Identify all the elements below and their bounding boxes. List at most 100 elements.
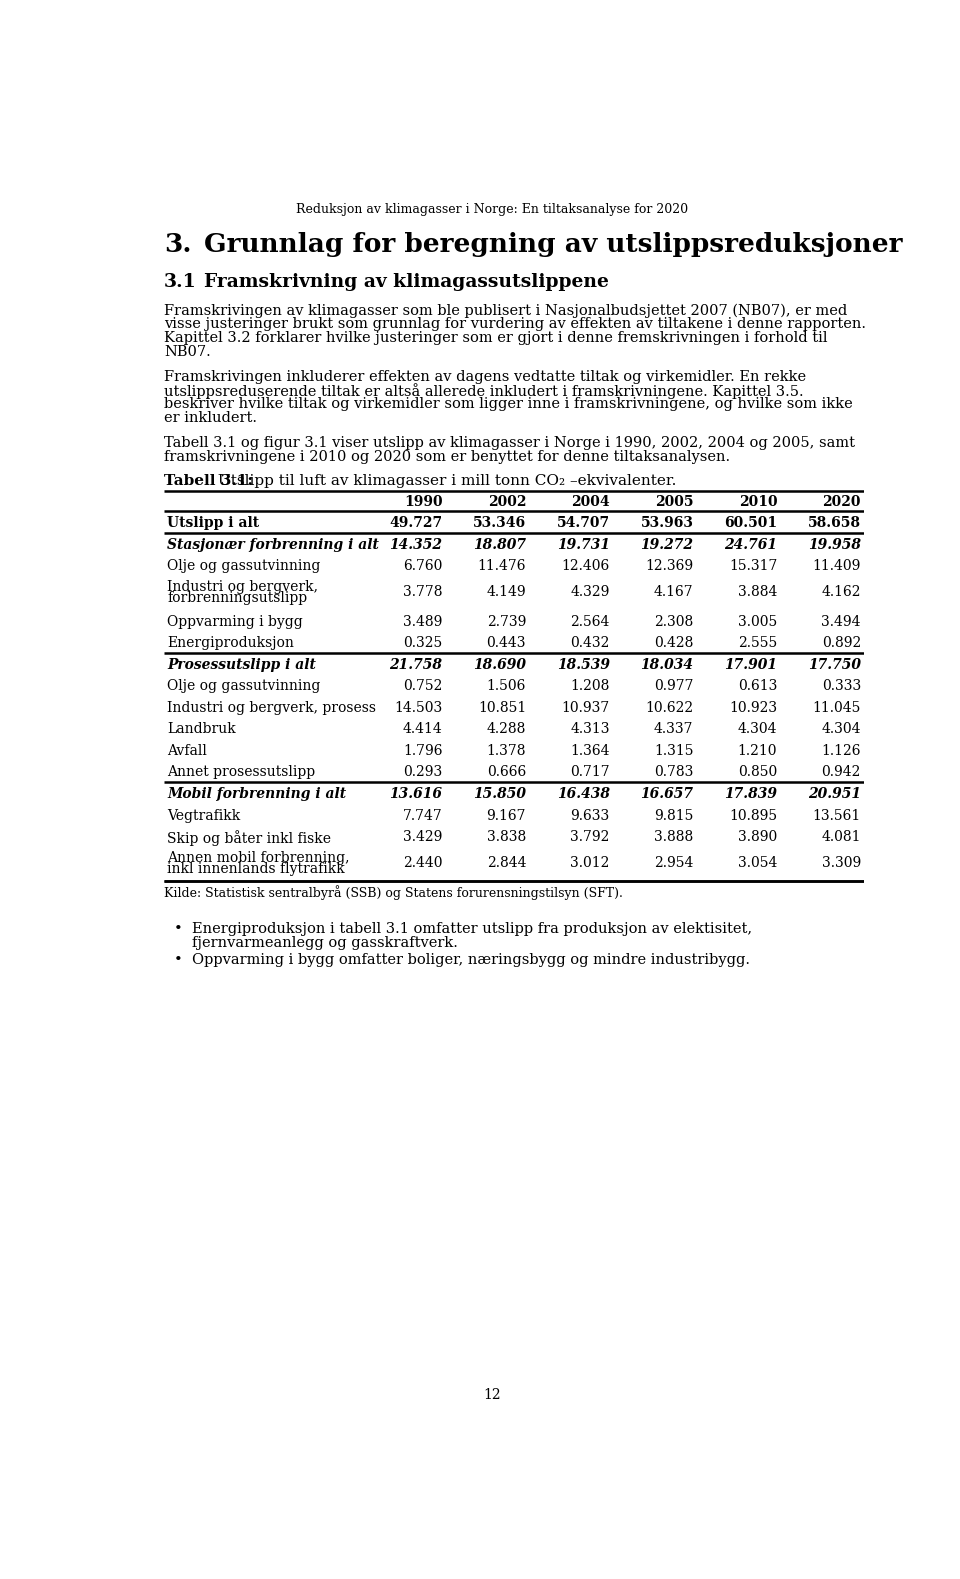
Text: 3.: 3. bbox=[164, 232, 192, 257]
Text: 1990: 1990 bbox=[404, 496, 443, 508]
Text: Mobil forbrenning i alt: Mobil forbrenning i alt bbox=[167, 786, 347, 801]
Text: Oppvarming i bygg: Oppvarming i bygg bbox=[167, 614, 303, 628]
Text: 3.888: 3.888 bbox=[655, 831, 693, 845]
Text: 0.613: 0.613 bbox=[738, 679, 778, 693]
Text: 10.923: 10.923 bbox=[729, 701, 778, 715]
Text: framskrivningene i 2010 og 2020 som er benyttet for denne tiltaksanalysen.: framskrivningene i 2010 og 2020 som er b… bbox=[164, 450, 731, 464]
Text: 3.429: 3.429 bbox=[403, 831, 443, 845]
Text: 2.954: 2.954 bbox=[654, 856, 693, 870]
Text: 0.666: 0.666 bbox=[487, 766, 526, 780]
Text: 13.561: 13.561 bbox=[813, 808, 861, 823]
Text: 7.747: 7.747 bbox=[402, 808, 443, 823]
Text: 4.149: 4.149 bbox=[487, 586, 526, 600]
Text: 4.337: 4.337 bbox=[654, 722, 693, 736]
Text: Framskrivingen av klimagasser som ble publisert i Nasjonalbudsjettet 2007 (NB07): Framskrivingen av klimagasser som ble pu… bbox=[164, 303, 848, 317]
Text: Skip og båter inkl fiske: Skip og båter inkl fiske bbox=[167, 831, 331, 846]
Text: 1.364: 1.364 bbox=[570, 744, 610, 758]
Text: 1.210: 1.210 bbox=[737, 744, 778, 758]
Text: 19.731: 19.731 bbox=[557, 537, 610, 551]
Text: Avfall: Avfall bbox=[167, 744, 207, 758]
Text: 1.208: 1.208 bbox=[570, 679, 610, 693]
Text: visse justeringer brukt som grunnlag for vurdering av effekten av tiltakene i de: visse justeringer brukt som grunnlag for… bbox=[164, 317, 866, 332]
Text: 18.034: 18.034 bbox=[640, 657, 693, 671]
Text: 18.539: 18.539 bbox=[557, 657, 610, 671]
Text: Annet prosessutslipp: Annet prosessutslipp bbox=[167, 766, 316, 780]
Text: 10.895: 10.895 bbox=[729, 808, 778, 823]
Text: 4.288: 4.288 bbox=[487, 722, 526, 736]
Text: 0.942: 0.942 bbox=[822, 766, 861, 780]
Text: 2.440: 2.440 bbox=[403, 856, 443, 870]
Text: 14.352: 14.352 bbox=[390, 537, 443, 551]
Text: 2.308: 2.308 bbox=[655, 614, 693, 628]
Text: 10.622: 10.622 bbox=[645, 701, 693, 715]
Text: 15.317: 15.317 bbox=[729, 559, 778, 573]
Text: 2010: 2010 bbox=[738, 496, 778, 508]
Text: 11.476: 11.476 bbox=[478, 559, 526, 573]
Text: Framskrivingen inkluderer effekten av dagens vedtatte tiltak og virkemidler. En : Framskrivingen inkluderer effekten av da… bbox=[164, 369, 806, 384]
Text: 3.1: 3.1 bbox=[164, 273, 197, 291]
Text: 3.012: 3.012 bbox=[570, 856, 610, 870]
Text: Framskrivning av klimagassutslippene: Framskrivning av klimagassutslippene bbox=[204, 273, 610, 291]
Text: 20.951: 20.951 bbox=[808, 786, 861, 801]
Text: 9.815: 9.815 bbox=[654, 808, 693, 823]
Text: 4.414: 4.414 bbox=[402, 722, 443, 736]
Text: 6.760: 6.760 bbox=[403, 559, 443, 573]
Text: 3.838: 3.838 bbox=[487, 831, 526, 845]
Text: er inkludert.: er inkludert. bbox=[164, 411, 257, 425]
Text: 9.633: 9.633 bbox=[570, 808, 610, 823]
Text: 19.958: 19.958 bbox=[808, 537, 861, 551]
Text: NB07.: NB07. bbox=[164, 346, 211, 358]
Text: Energiproduksjon i tabell 3.1 omfatter utslipp fra produksjon av elektisitet,: Energiproduksjon i tabell 3.1 omfatter u… bbox=[192, 922, 753, 936]
Text: 54.707: 54.707 bbox=[557, 516, 610, 531]
Text: 4.304: 4.304 bbox=[737, 722, 778, 736]
Text: inkl innenlands flytrafikk: inkl innenlands flytrafikk bbox=[167, 862, 345, 876]
Text: 15.850: 15.850 bbox=[473, 786, 526, 801]
Text: fjernvarmeanlegg og gasskraftverk.: fjernvarmeanlegg og gasskraftverk. bbox=[192, 936, 458, 949]
Text: 4.304: 4.304 bbox=[822, 722, 861, 736]
Text: 16.657: 16.657 bbox=[640, 786, 693, 801]
Text: 10.937: 10.937 bbox=[562, 701, 610, 715]
Text: 2.564: 2.564 bbox=[570, 614, 610, 628]
Text: 3.489: 3.489 bbox=[403, 614, 443, 628]
Text: 49.727: 49.727 bbox=[389, 516, 443, 531]
Text: 3.884: 3.884 bbox=[738, 586, 778, 600]
Text: 12.406: 12.406 bbox=[562, 559, 610, 573]
Text: 0.752: 0.752 bbox=[403, 679, 443, 693]
Text: 0.892: 0.892 bbox=[822, 636, 861, 651]
Text: 0.850: 0.850 bbox=[738, 766, 778, 780]
Text: 4.162: 4.162 bbox=[822, 586, 861, 600]
Text: 11.045: 11.045 bbox=[812, 701, 861, 715]
Text: 0.432: 0.432 bbox=[570, 636, 610, 651]
Text: 2.555: 2.555 bbox=[738, 636, 778, 651]
Text: 60.501: 60.501 bbox=[724, 516, 778, 531]
Text: 1.126: 1.126 bbox=[822, 744, 861, 758]
Text: 17.901: 17.901 bbox=[724, 657, 778, 671]
Text: 14.503: 14.503 bbox=[395, 701, 443, 715]
Text: Reduksjon av klimagasser i Norge: En tiltaksanalyse for 2020: Reduksjon av klimagasser i Norge: En til… bbox=[296, 204, 688, 216]
Text: 0.293: 0.293 bbox=[403, 766, 443, 780]
Text: 12.369: 12.369 bbox=[645, 559, 693, 573]
Text: 3.054: 3.054 bbox=[738, 856, 778, 870]
Text: 2.844: 2.844 bbox=[487, 856, 526, 870]
Text: 3.309: 3.309 bbox=[822, 856, 861, 870]
Text: Utslipp i alt: Utslipp i alt bbox=[167, 516, 259, 531]
Text: 53.346: 53.346 bbox=[473, 516, 526, 531]
Text: •: • bbox=[174, 922, 182, 936]
Text: 4.167: 4.167 bbox=[654, 586, 693, 600]
Text: Kilde: Statistisk sentralbyrå (SSB) og Statens forurensningstilsyn (SFT).: Kilde: Statistisk sentralbyrå (SSB) og S… bbox=[164, 884, 623, 900]
Text: forbrenningsutslipp: forbrenningsutslipp bbox=[167, 592, 307, 605]
Text: 9.167: 9.167 bbox=[487, 808, 526, 823]
Text: Prosessutslipp i alt: Prosessutslipp i alt bbox=[167, 657, 316, 671]
Text: 10.851: 10.851 bbox=[478, 701, 526, 715]
Text: Annen mobil forbrenning,: Annen mobil forbrenning, bbox=[167, 851, 349, 865]
Text: 18.807: 18.807 bbox=[473, 537, 526, 551]
Text: 0.783: 0.783 bbox=[654, 766, 693, 780]
Text: 17.750: 17.750 bbox=[808, 657, 861, 671]
Text: 4.313: 4.313 bbox=[570, 722, 610, 736]
Text: Tabell 3.1:: Tabell 3.1: bbox=[164, 474, 253, 488]
Text: 18.690: 18.690 bbox=[473, 657, 526, 671]
Text: 2004: 2004 bbox=[571, 496, 610, 508]
Text: 0.428: 0.428 bbox=[654, 636, 693, 651]
Text: 3.778: 3.778 bbox=[403, 586, 443, 600]
Text: 4.081: 4.081 bbox=[822, 831, 861, 845]
